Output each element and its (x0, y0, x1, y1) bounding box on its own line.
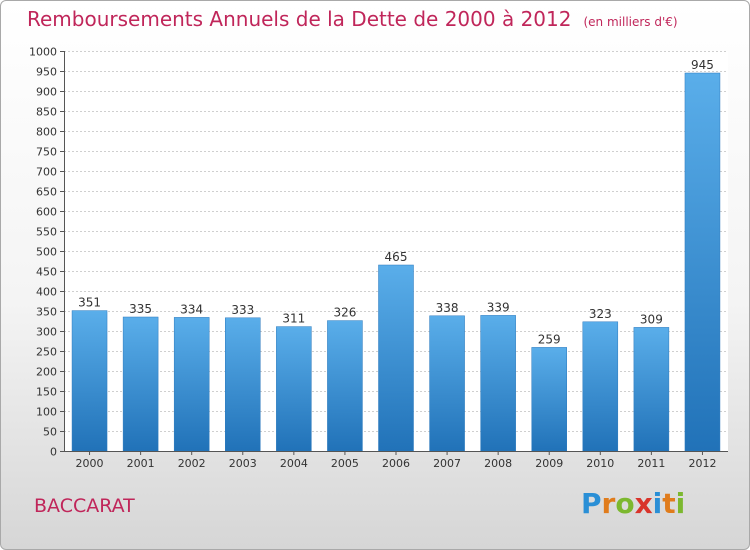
data-label: 323 (589, 307, 612, 321)
bar (633, 327, 670, 452)
bar (480, 315, 516, 452)
y-tick-label: 600 (36, 206, 57, 219)
bar (378, 264, 414, 452)
bar (122, 316, 159, 452)
data-label: 309 (640, 312, 663, 326)
y-tick-label: 650 (36, 186, 57, 199)
y-tick-label: 350 (36, 306, 57, 319)
x-tick-label: 2012 (688, 457, 716, 470)
y-tick-label: 800 (36, 126, 57, 139)
logo-letter: x (634, 487, 653, 520)
data-label: 945 (691, 58, 714, 72)
bar (429, 315, 465, 452)
x-tick-label: 2006 (382, 457, 410, 470)
x-tick-label: 2004 (280, 457, 308, 470)
y-tick-label: 1000 (29, 46, 57, 59)
bar (276, 326, 312, 452)
bar (327, 320, 363, 452)
y-tick-label: 300 (36, 326, 57, 339)
y-tick-label: 400 (36, 286, 57, 299)
data-label: 465 (385, 250, 408, 264)
logo-letter: i (652, 487, 663, 520)
town-name: BACCARAT (34, 495, 135, 517)
logo-letter: o (615, 487, 635, 520)
value-labels: 351 335 334 333 311 326 465 338 339 259 323 309 945 (78, 58, 714, 346)
x-tick-label: 2010 (586, 457, 614, 470)
bar (582, 321, 619, 452)
data-label: 311 (282, 312, 305, 326)
x-tick-label: 2007 (433, 457, 461, 470)
data-label: 333 (231, 303, 254, 317)
y-tick-label: 750 (36, 146, 57, 159)
x-tick-label: 2008 (484, 457, 512, 470)
x-tick-label: 2002 (178, 457, 206, 470)
y-tick-label: 250 (36, 346, 57, 359)
y-tick-label: 450 (36, 266, 57, 279)
x-tick-label: 2009 (535, 457, 563, 470)
x-tick-label: 2000 (76, 457, 104, 470)
bar (71, 310, 108, 452)
bar (684, 72, 721, 452)
x-tick-label: 2001 (127, 457, 155, 470)
y-tick-label: 50 (43, 426, 57, 439)
y-tick-label: 100 (36, 406, 57, 419)
data-label: 339 (487, 300, 510, 314)
x-tick-label: 2003 (229, 457, 257, 470)
data-label: 334 (180, 302, 203, 316)
y-tick-label: 500 (36, 246, 57, 259)
y-tick-label: 950 (36, 66, 57, 79)
y-tick-label: 700 (36, 166, 57, 179)
y-tick-label: 850 (36, 106, 57, 119)
chart-subtitle: (en milliers d'€) (583, 15, 678, 29)
data-label: 259 (538, 332, 561, 346)
data-label: 351 (78, 296, 101, 310)
proxiti-logo[interactable]: Proxiti (581, 487, 685, 520)
logo-letter: i (675, 487, 686, 520)
x-tick-label: 2011 (637, 457, 665, 470)
chart-title-block: Remboursements Annuels de la Dette de 20… (27, 7, 678, 31)
chart-title: Remboursements Annuels de la Dette de 20… (27, 7, 572, 31)
y-tick-label: 200 (36, 366, 57, 379)
logo-letter: r (601, 487, 616, 520)
bar (225, 317, 261, 452)
y-axis: 0 50 100 150 200 250 300 350 400 450 500 550 600 650 7… (29, 46, 65, 459)
data-label: 335 (129, 302, 152, 316)
x-axis: 2000 2001 2002 2003 2004 2005 2006 2007 2008 2009… (64, 451, 728, 470)
bar (173, 317, 210, 452)
logo-letter: P (581, 487, 602, 520)
x-tick-label: 2005 (331, 457, 359, 470)
y-tick-label: 0 (50, 446, 57, 459)
bars (71, 72, 721, 452)
logo-letter: t (662, 487, 676, 520)
bar (531, 347, 567, 452)
y-tick-label: 900 (36, 86, 57, 99)
y-tick-label: 150 (36, 386, 57, 399)
y-tick-label: 550 (36, 226, 57, 239)
data-label: 326 (333, 306, 356, 320)
data-label: 338 (436, 301, 459, 315)
